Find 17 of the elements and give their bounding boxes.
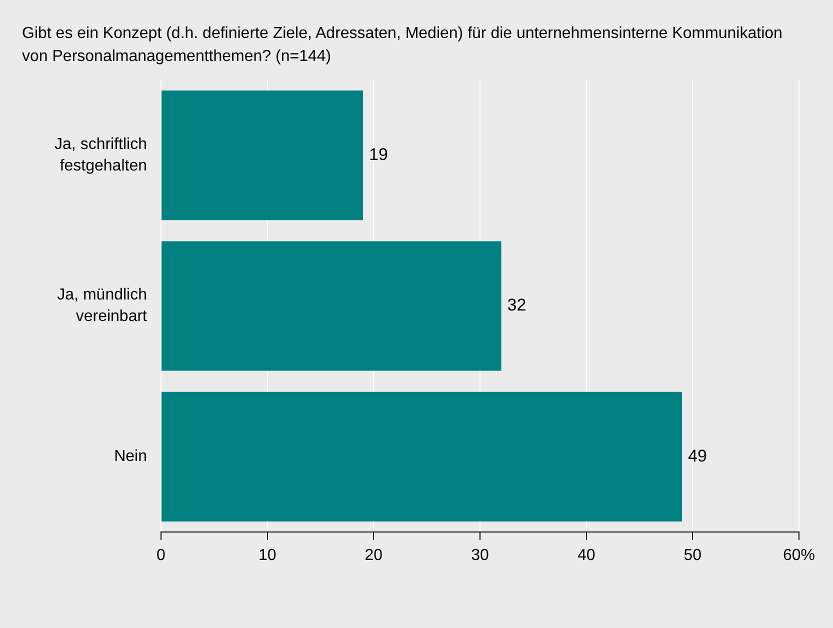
y-tick-label: Ja, schriftlich festgehalten: [54, 136, 147, 175]
data-label: 49: [688, 446, 707, 466]
data-label: 32: [507, 296, 526, 315]
chart-title: Gibt es ein Konzept (d.h. definierte Ziele, Adressaten, Medien) für die unternehmensinterne Kommunikation von Personalmanagementthemen? (n=144): [22, 24, 784, 67]
x-tick-label: 30: [471, 547, 489, 564]
x-tick-label: 40: [577, 547, 596, 564]
x-tick-label: 10: [258, 547, 276, 564]
bar: [162, 392, 682, 522]
x-tick-label: 0: [156, 547, 166, 564]
x-tick-label: 20: [364, 547, 383, 564]
bar: [162, 241, 502, 371]
y-tick-label: Nein: [114, 448, 147, 466]
x-tick-label: 50: [684, 547, 702, 564]
data-label: 19: [369, 145, 388, 164]
y-tick-label: Ja, mündlich vereinbart: [57, 286, 148, 326]
bar: [162, 90, 364, 220]
x-tick-label: 60%: [782, 547, 816, 564]
